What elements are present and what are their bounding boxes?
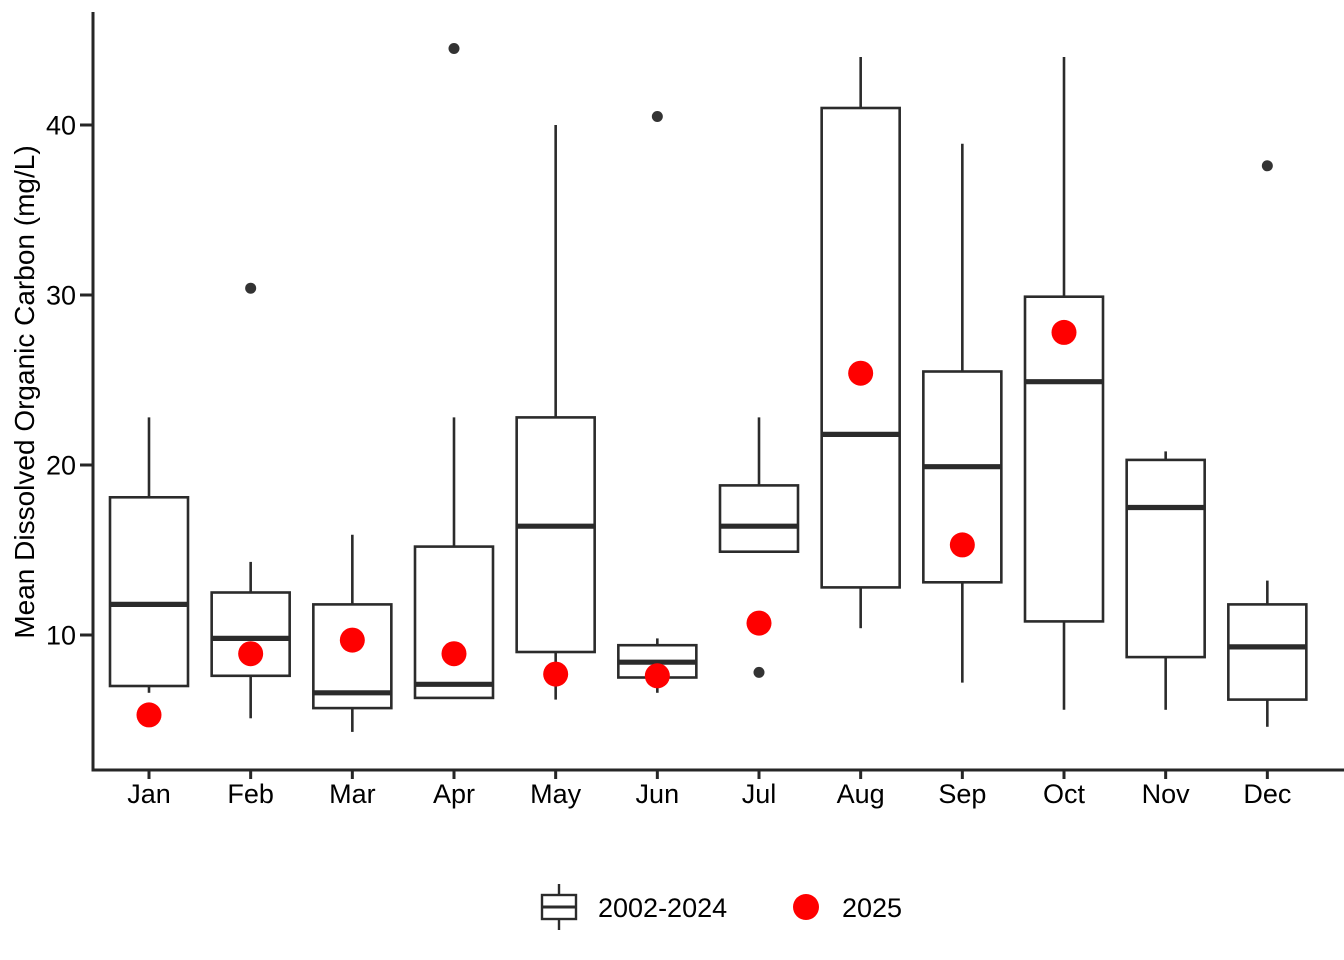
outlier-dot-apr <box>448 43 460 54</box>
point-2025-jan <box>136 702 162 728</box>
y-axis-tick-label: 10 <box>46 621 76 651</box>
y-axis-title: Mean Dissolved Organic Carbon (mg/L) <box>9 145 40 638</box>
x-axis-label-feb: Feb <box>227 779 274 809</box>
outlier-dot-jun <box>651 111 663 122</box>
x-axis-label-nov: Nov <box>1142 779 1191 809</box>
point-2025-jul <box>746 610 772 636</box>
point-2025-sep <box>949 532 975 558</box>
x-axis-label-jul: Jul <box>742 779 777 809</box>
legend-point-icon <box>793 894 819 920</box>
box-oct <box>1023 295 1105 623</box>
legend-label-2002-2024: 2002-2024 <box>598 893 727 923</box>
x-axis-label-mar: Mar <box>329 779 376 809</box>
x-axis-label-dec: Dec <box>1243 779 1291 809</box>
box-jul <box>718 484 800 553</box>
outlier-dot-jul <box>753 666 765 678</box>
x-axis-label-aug: Aug <box>837 779 885 809</box>
box-apr <box>413 545 495 700</box>
point-2025-oct <box>1051 319 1077 345</box>
x-axis-label-jun: Jun <box>636 779 680 809</box>
point-2025-may <box>543 661 569 687</box>
y-axis-tick-label: 20 <box>46 451 76 481</box>
point-2025-jun <box>644 663 670 689</box>
y-axis-tick-label: 40 <box>46 111 76 141</box>
outlier-dot-dec <box>1261 160 1273 172</box>
box-may <box>515 416 596 654</box>
x-axis-label-jan: Jan <box>127 779 171 809</box>
x-axis-label-apr: Apr <box>433 779 475 809</box>
x-axis-label-oct: Oct <box>1043 779 1086 809</box>
box-dec <box>1227 603 1308 701</box>
box-jan <box>108 495 190 688</box>
x-axis-label-may: May <box>530 779 582 809</box>
y-axis-tick-label: 30 <box>46 281 76 311</box>
box-nov <box>1125 458 1206 659</box>
outlier-dot-feb <box>245 282 257 294</box>
legend-label-2025: 2025 <box>842 893 902 923</box>
point-2025-apr <box>441 641 467 667</box>
point-2025-aug <box>848 360 874 386</box>
x-axis-label-sep: Sep <box>938 779 986 809</box>
box-aug <box>820 106 901 589</box>
point-2025-feb <box>238 641 264 667</box>
point-2025-mar <box>339 627 365 653</box>
